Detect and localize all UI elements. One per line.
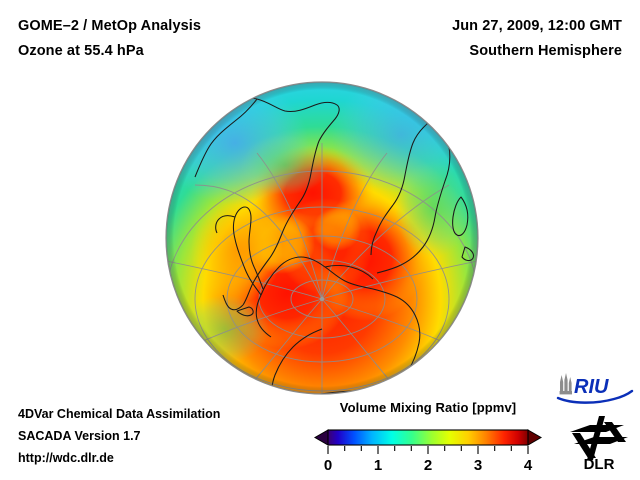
colorbar-tick-1: 1 xyxy=(374,457,382,474)
riu-tower-icon xyxy=(559,373,572,395)
ozone-field xyxy=(166,82,478,394)
riu-swoosh-icon xyxy=(556,389,634,404)
header-left: GOME–2 / MetOp Analysis Ozone at 55.4 hP… xyxy=(18,14,201,64)
colorbar: Volume Mixing Ratio [ppmv] xyxy=(312,400,544,479)
colorbar-gradient xyxy=(327,429,529,446)
footer-line-method: 4DVar Chemical Data Assimilation xyxy=(18,407,221,421)
colorbar-tick-3: 3 xyxy=(474,457,482,474)
colorbar-ticks xyxy=(327,446,529,454)
colorbar-tick-4: 4 xyxy=(524,457,533,474)
globe-map xyxy=(165,81,479,395)
colorbar-tick-0: 0 xyxy=(324,457,332,474)
colorbar-cap-high xyxy=(527,429,543,446)
page-subtitle: Ozone at 55.4 hPa xyxy=(18,43,144,59)
datetime-label: Jun 27, 2009, 12:00 GMT xyxy=(452,18,622,34)
dlr-wordmark: DLR xyxy=(584,456,615,472)
riu-logo: RIU xyxy=(556,373,634,404)
header-right: Jun 27, 2009, 12:00 GMT Southern Hemisph… xyxy=(452,14,622,64)
south-pole-marker xyxy=(319,296,325,302)
footer-credits: 4DVar Chemical Data Assimilation SACADA … xyxy=(18,403,220,469)
region-label: Southern Hemisphere xyxy=(469,43,622,59)
footer-line-version: SACADA Version 1.7 xyxy=(18,429,141,443)
colorbar-cap-low xyxy=(313,429,329,446)
page-title: GOME–2 / MetOp Analysis xyxy=(18,18,202,34)
footer-line-url: http://wdc.dlr.de xyxy=(18,451,114,465)
colorbar-tick-2: 2 xyxy=(424,457,432,474)
globe-outline xyxy=(165,81,479,395)
colorbar-tick-labels: 0 1 2 3 4 xyxy=(324,457,533,474)
dlr-glider-icon xyxy=(570,416,628,460)
colorbar-scale: 0 1 2 3 4 xyxy=(313,429,543,474)
riu-wordmark: RIU xyxy=(574,376,609,398)
orthographic-projection xyxy=(165,81,479,395)
dlr-logo: DLR xyxy=(570,416,628,472)
colorbar-title: Volume Mixing Ratio [ppmv] xyxy=(339,400,517,415)
